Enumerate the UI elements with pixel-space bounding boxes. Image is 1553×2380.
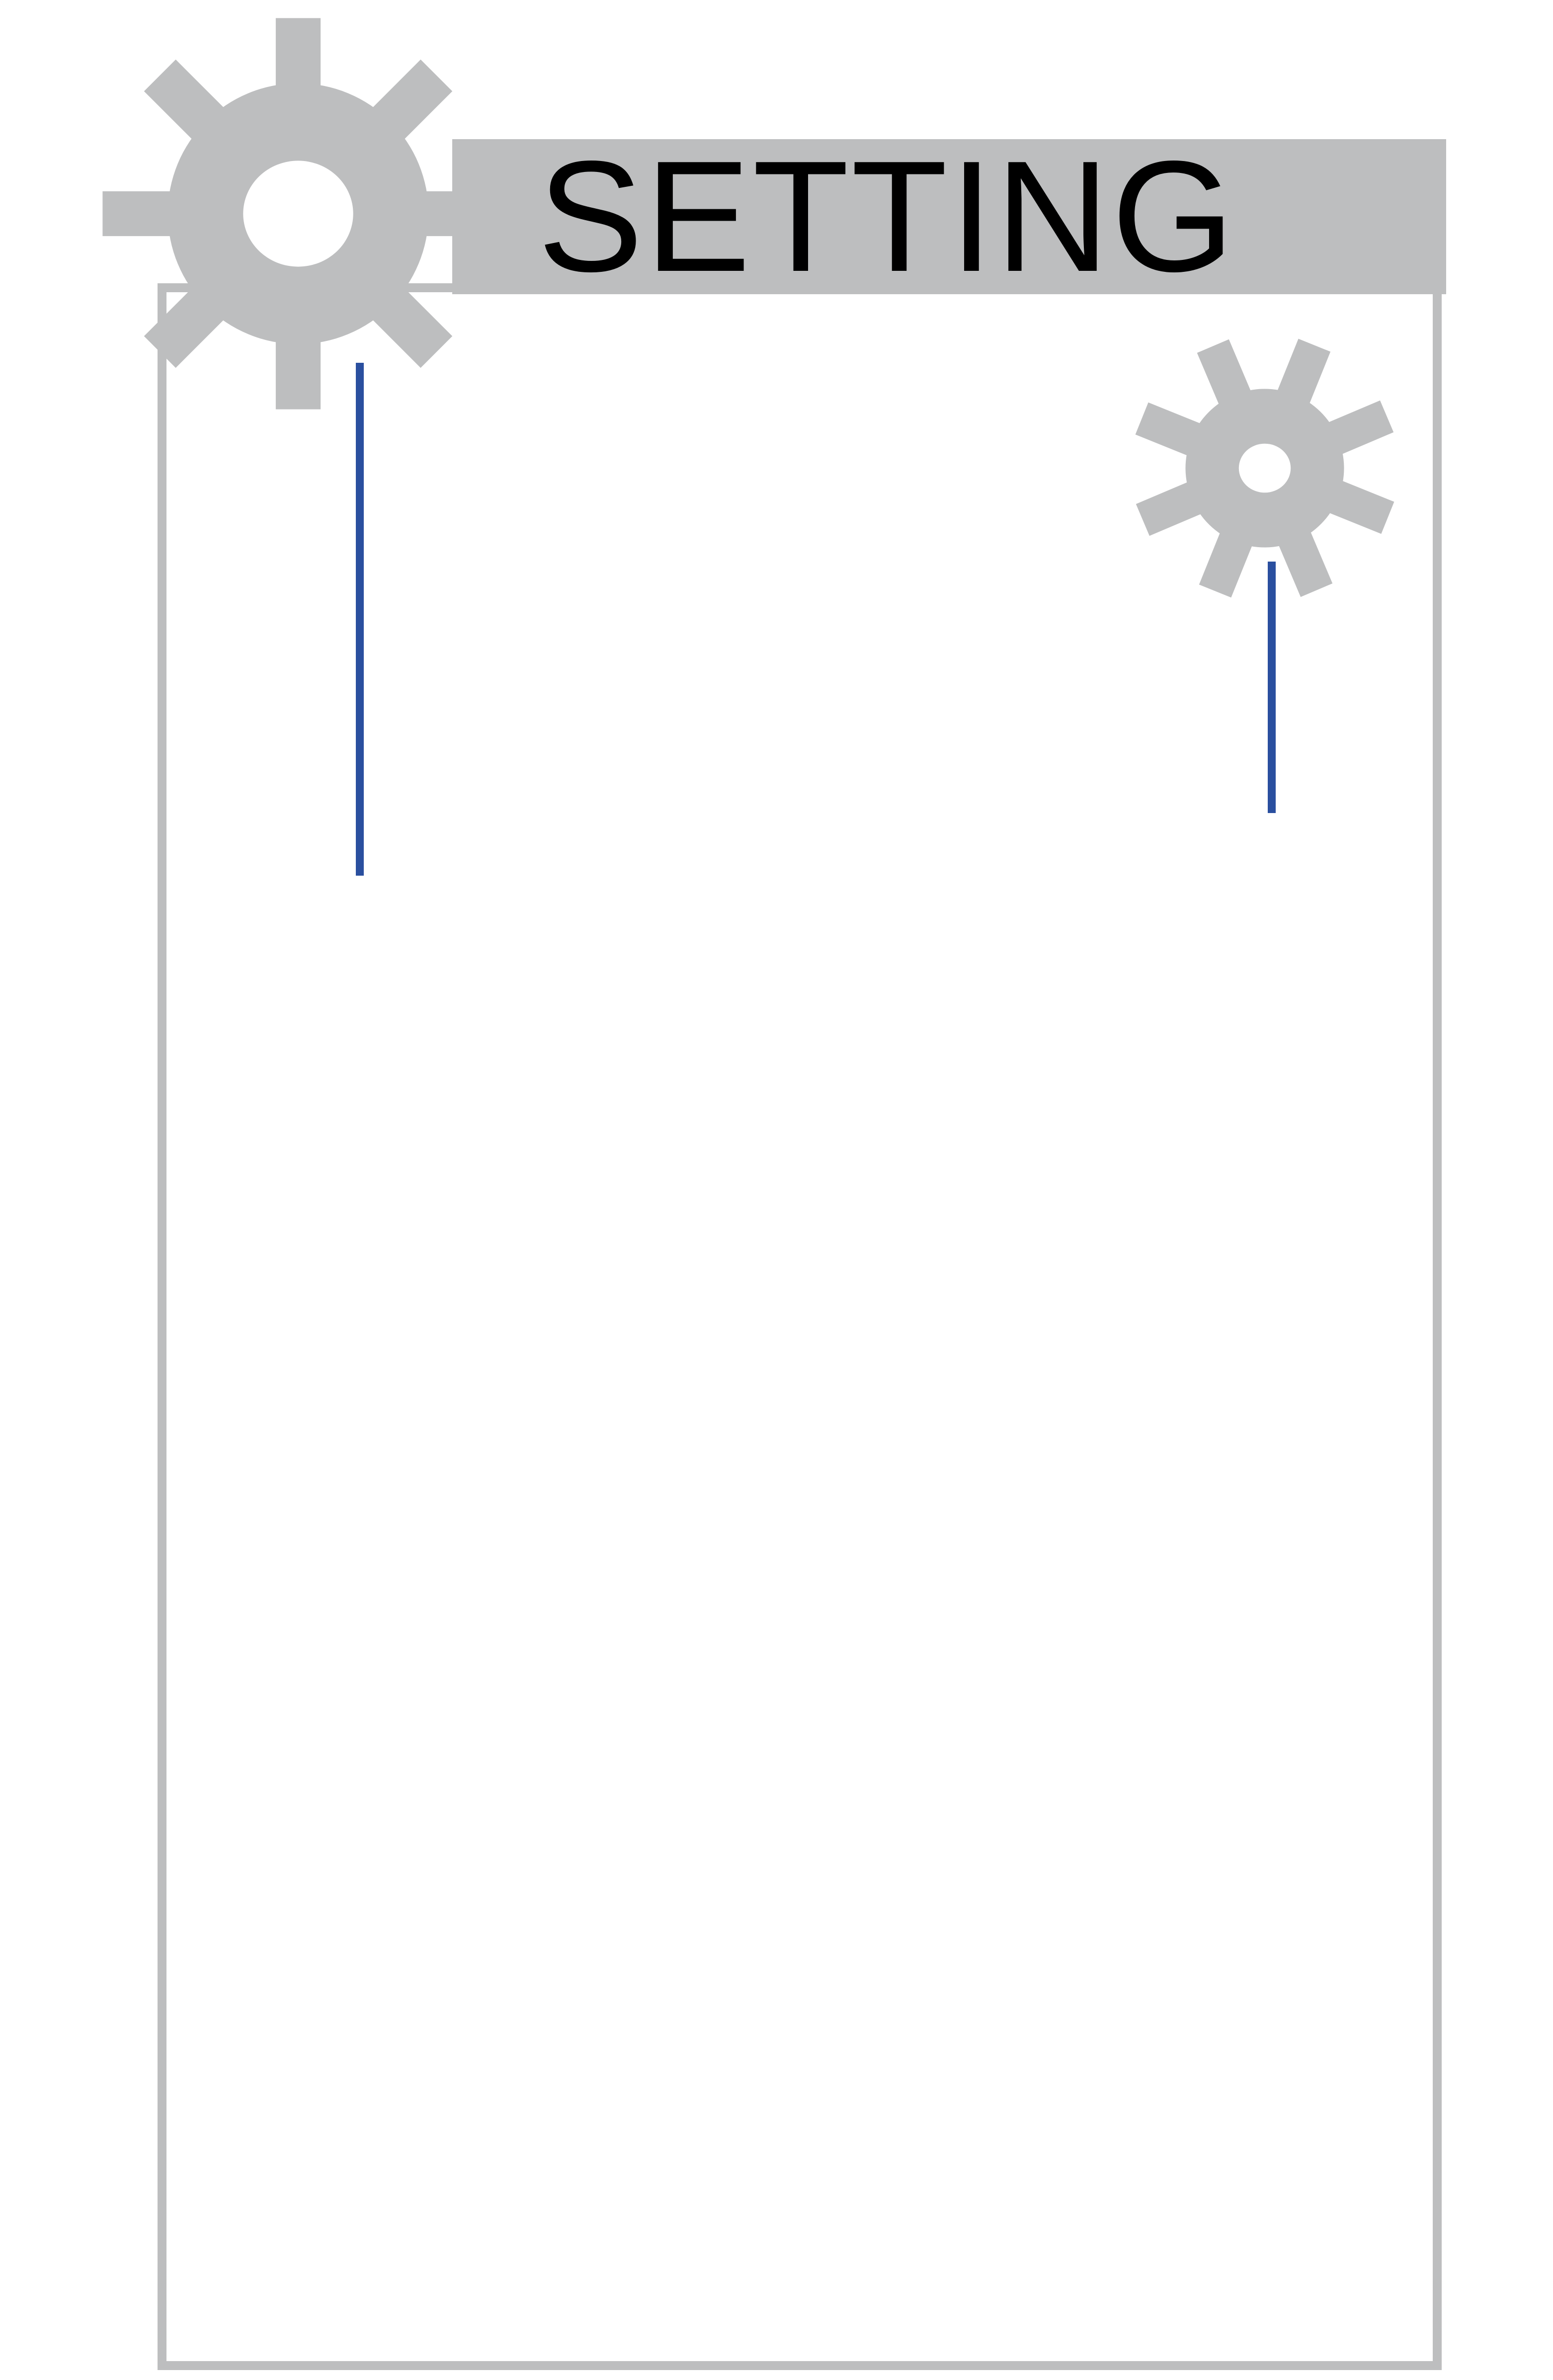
small-gear-hanger-line <box>1268 562 1276 813</box>
settings-panel <box>158 283 1442 2370</box>
small-gear-icon[interactable] <box>1121 324 1409 612</box>
page-title: SETTING <box>538 128 1237 305</box>
header-bar <box>452 139 1446 294</box>
gear-hanger-line <box>356 363 364 876</box>
gear-icon[interactable] <box>94 10 502 417</box>
